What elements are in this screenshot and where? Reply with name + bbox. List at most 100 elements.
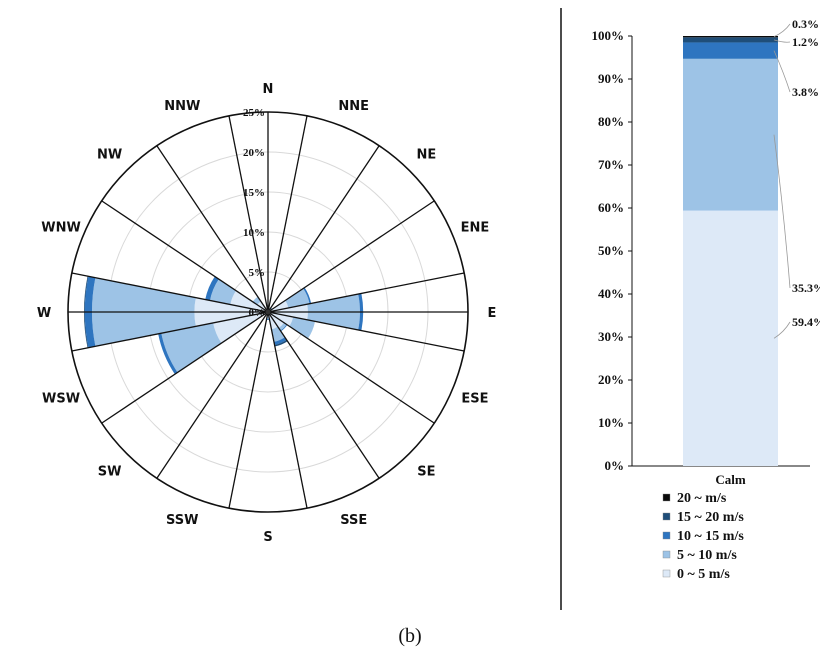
direction-label-nnw: NNW: [164, 99, 200, 114]
data-label: 1.2%: [792, 35, 819, 49]
x-category-label: Calm: [715, 472, 746, 487]
y-tick-label: 90%: [598, 71, 624, 86]
y-tick-label: 10%: [598, 415, 624, 430]
bar-segment-3: [683, 37, 778, 43]
y-tick-label: 50%: [598, 243, 624, 258]
data-label: 59.4%: [792, 315, 820, 329]
data-label-leader: [773, 23, 791, 38]
rose-center: [265, 309, 271, 315]
legend-label: 5 ~ 10 m/s: [677, 548, 737, 563]
y-tick-label: 30%: [598, 329, 624, 344]
data-label-leader: [773, 39, 791, 43]
bar-segment-1: [683, 58, 778, 211]
direction-label-nne: NNE: [338, 99, 369, 114]
data-label-leader: [773, 50, 791, 93]
sector-line: [71, 272, 269, 313]
direction-label-sse: SSE: [340, 513, 367, 528]
petal-ene-series-2: [303, 287, 312, 304]
bar-segment-2: [683, 42, 778, 59]
sector-line: [228, 311, 269, 509]
petal-sse-series-1: [271, 326, 285, 342]
direction-label-wnw: WNW: [41, 220, 81, 235]
sector-line: [101, 200, 269, 313]
y-tick-label: 60%: [598, 200, 624, 215]
bar-segment-0: [683, 210, 778, 466]
ring-tick-label: 25%: [243, 107, 265, 119]
petal-se-series-1: [278, 322, 287, 331]
sector-line: [101, 311, 269, 424]
direction-label-ne: NE: [417, 148, 437, 163]
bar-segment-4: [683, 36, 778, 38]
sector-line: [156, 145, 269, 313]
direction-label-ssw: SSW: [166, 513, 198, 528]
sector-line: [267, 115, 308, 313]
legend-swatch: [662, 569, 671, 578]
petal-wnw-series-2: [205, 276, 219, 301]
sector-line: [71, 311, 269, 352]
sector-line: [267, 311, 465, 352]
petal-wsw-series-2: [158, 333, 178, 375]
petal-nw-series-0: [257, 301, 268, 312]
direction-label-e: E: [488, 306, 497, 321]
wind-rose: 0% 5% 10% 15% 20% 25% N NNE NE ENE E ESE SE SSE S SSW SW…: [37, 82, 497, 545]
data-label: 3.8%: [792, 85, 819, 99]
direction-label-nw: NW: [97, 148, 122, 163]
direction-label-ese: ESE: [461, 392, 488, 407]
direction-label-w: W: [37, 306, 51, 321]
legend-label: 15 ~ 20 m/s: [677, 510, 744, 525]
legend-label: 0 ~ 5 m/s: [677, 567, 730, 582]
data-label: 35.3%: [792, 281, 820, 295]
figure-caption: (b): [398, 625, 421, 647]
direction-label-wsw: WSW: [42, 392, 80, 407]
petal-ne-series-1: [269, 307, 273, 311]
y-tick-label: 80%: [598, 114, 624, 129]
ring-tick-label: 10%: [243, 227, 265, 239]
petal-wnw-series-1: [209, 279, 237, 305]
sector-line: [267, 311, 308, 509]
data-label-leader: [773, 321, 791, 339]
ring-tick-label: 20%: [243, 147, 265, 159]
y-tick-label: 0%: [605, 458, 625, 473]
petal-w-series-3: [84, 276, 89, 348]
direction-label-n: N: [263, 82, 274, 97]
legend-swatch: [662, 531, 671, 540]
petal-ese-series-1: [289, 316, 316, 339]
legend-swatch: [662, 512, 671, 521]
data-label-leader: [773, 134, 791, 289]
petal-se-series-2: [280, 324, 288, 332]
data-label: 0.3%: [792, 17, 819, 31]
stacked-bar-chart: 0% 10% 20% 30% 40% 50% 60% 70% 80% 90% 100% Calm 59.…: [592, 17, 820, 487]
sector-line: [228, 115, 269, 313]
sector-line: [267, 311, 435, 424]
petal-wnw-series-0: [230, 290, 268, 312]
direction-label-sw: SW: [98, 464, 122, 479]
ring-tick-label: 5%: [249, 267, 266, 279]
petal-sse-series-2: [273, 337, 287, 345]
rose-outer-ring: [67, 111, 469, 513]
y-tick-label: 40%: [598, 286, 624, 301]
legend-label: 20 ~ m/s: [677, 491, 727, 506]
y-tick-label: 20%: [598, 372, 624, 387]
petal-se-series-0: [268, 312, 284, 328]
sector-line: [156, 311, 269, 479]
petal-s-series-2: [266, 319, 270, 320]
sector-line: [267, 272, 465, 313]
sector-line: [267, 200, 435, 313]
ring-tick-label: 0%: [249, 307, 266, 319]
petal-wsw-series-0: [213, 312, 268, 344]
y-tick-label: 70%: [598, 157, 624, 172]
legend-swatch: [662, 493, 671, 502]
direction-label-s: S: [263, 530, 272, 545]
direction-label-ene: ENE: [461, 220, 490, 235]
petal-wsw-series-1: [161, 322, 222, 373]
legend: 20 ~ m/s 15 ~ 20 m/s 10 ~ 15 m/s 5 ~ 10 m/s…: [662, 491, 744, 582]
sector-line: [267, 311, 380, 479]
direction-label-se: SE: [417, 464, 435, 479]
legend-label: 10 ~ 15 m/s: [677, 529, 744, 544]
petal-ene-series-1: [285, 288, 310, 308]
legend-swatch: [662, 550, 671, 559]
sector-line: [267, 145, 380, 313]
petal-sse-series-3: [274, 339, 288, 347]
ring-tick-label: 15%: [243, 187, 265, 199]
